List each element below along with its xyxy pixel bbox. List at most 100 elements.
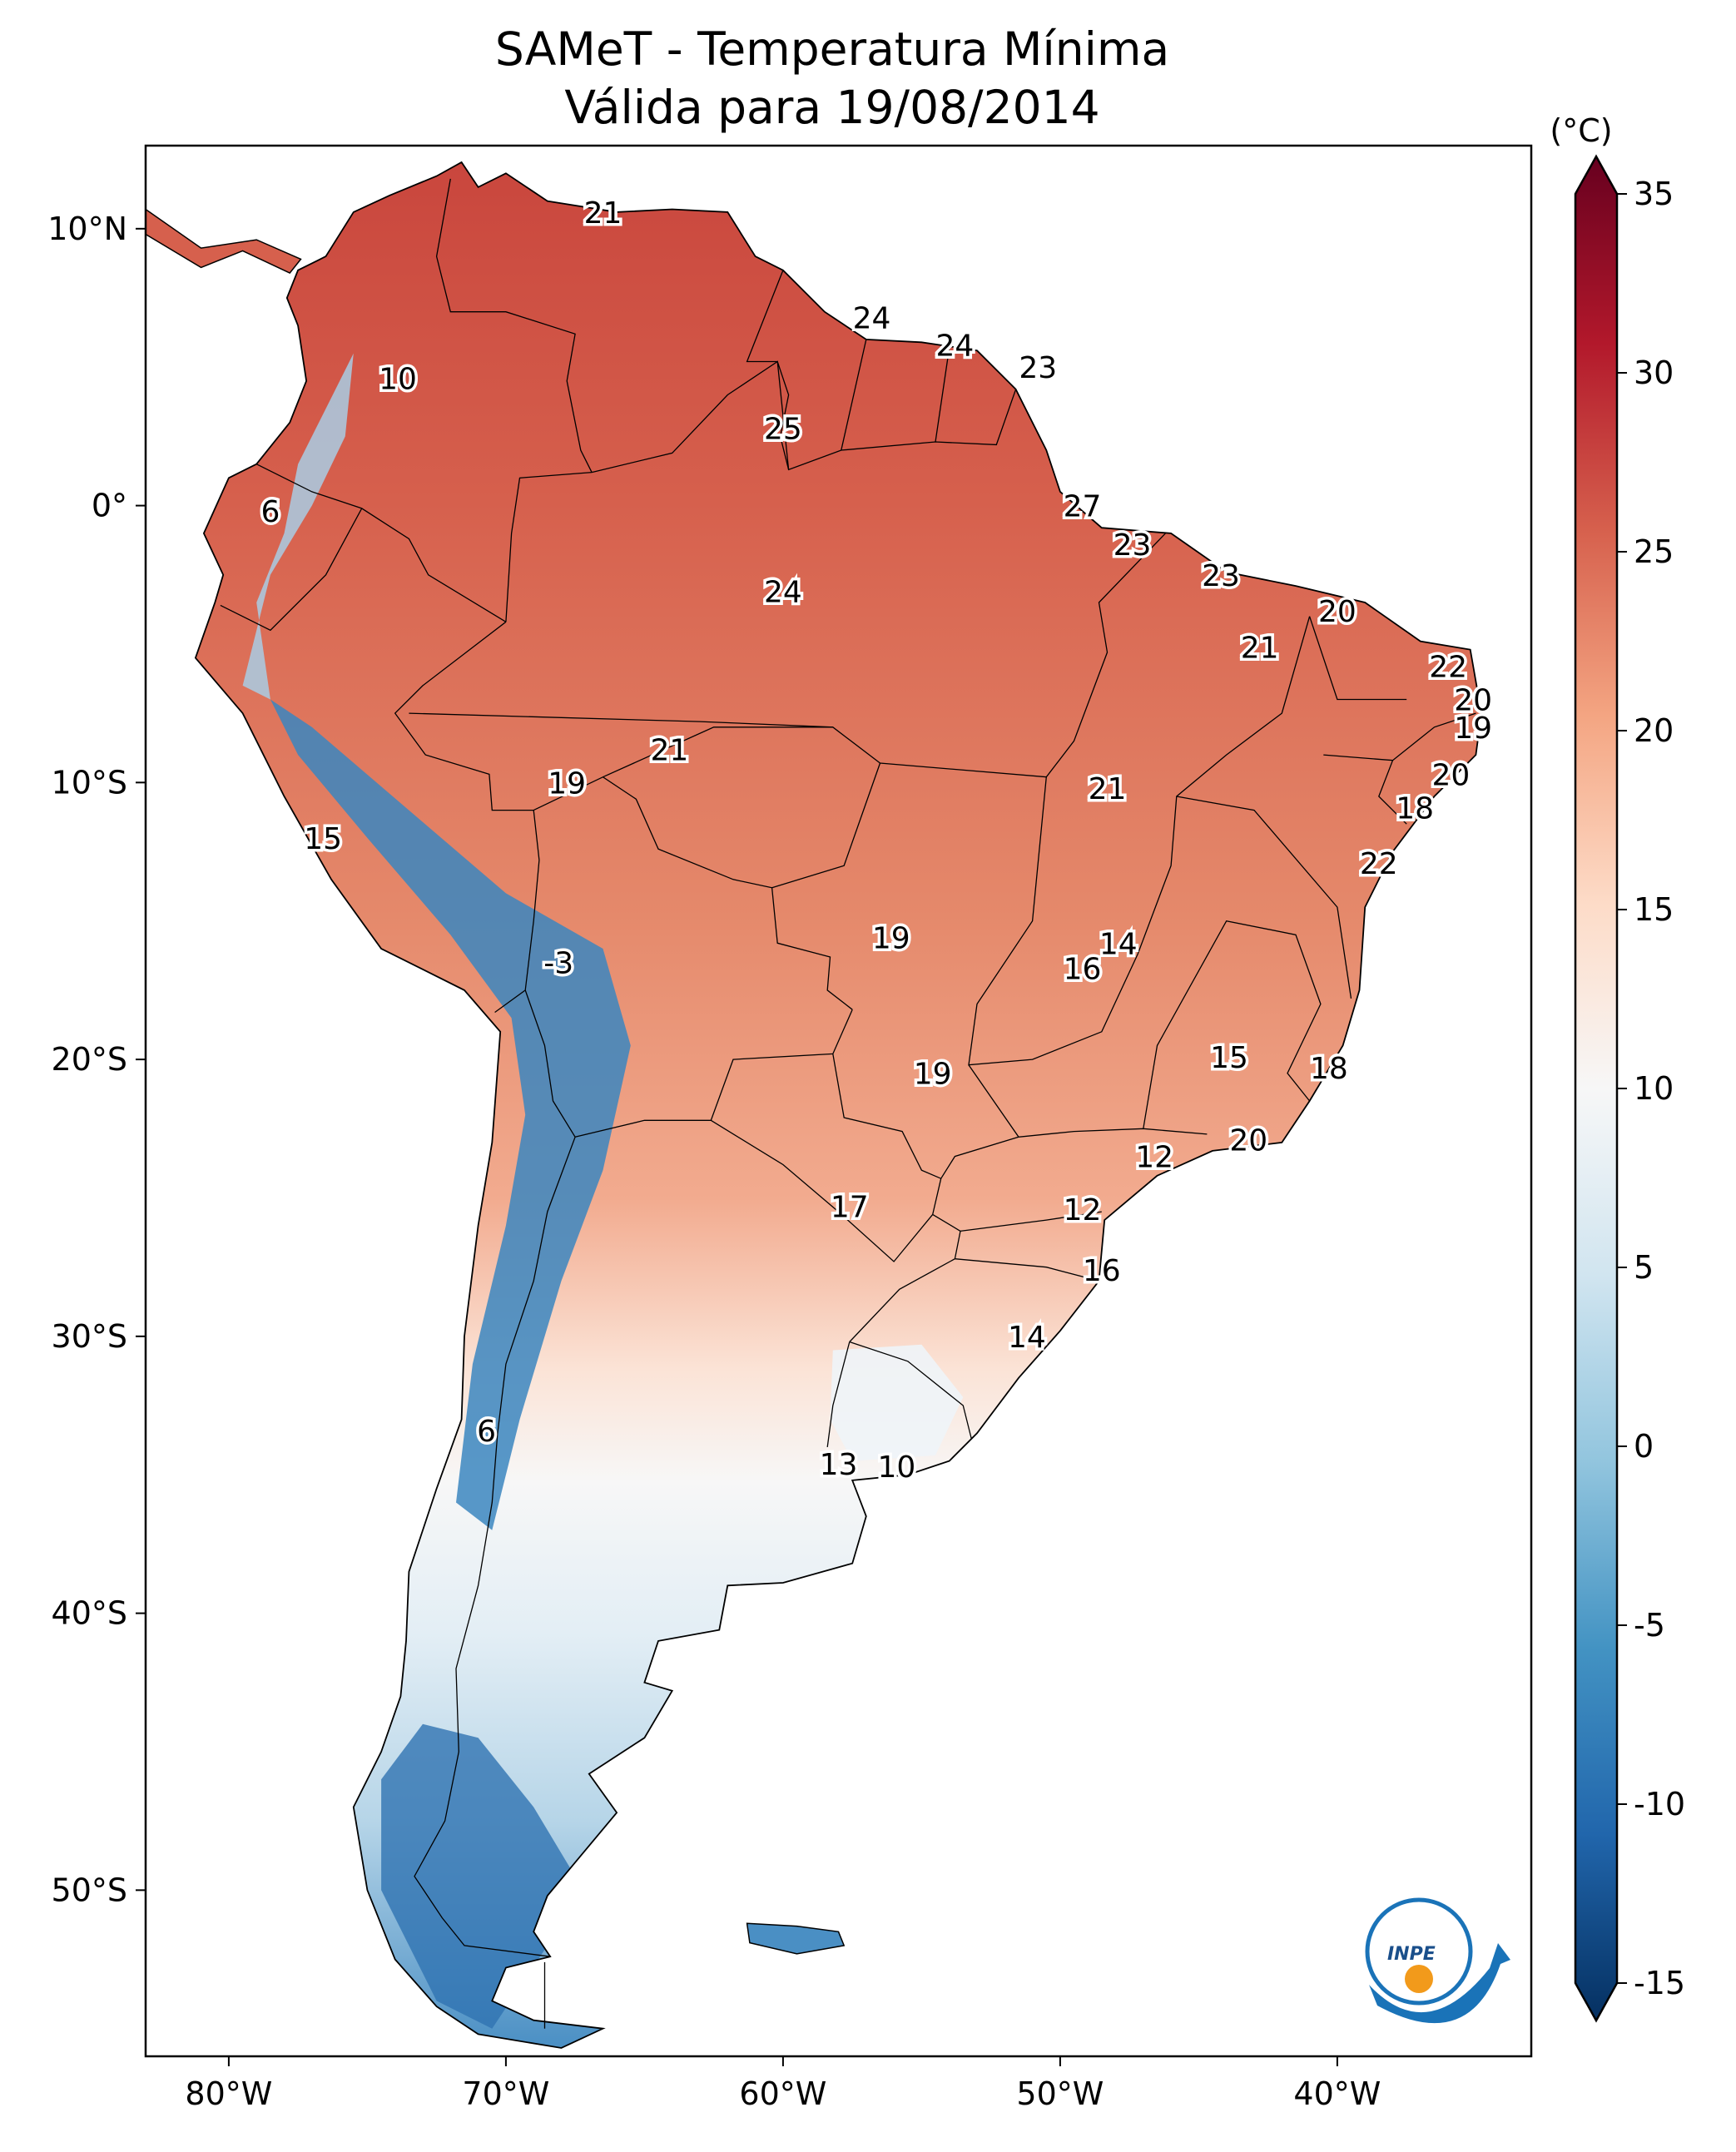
station-temperature-label: 27 — [1064, 490, 1102, 524]
border-colombia-venezuela — [435, 178, 593, 473]
border-guyana-suriname — [841, 339, 867, 451]
colorbar-tick-label: 30 — [1634, 355, 1674, 391]
station-temperature-label: 20 — [1431, 758, 1470, 792]
colorbar-tick-label: -5 — [1634, 1607, 1665, 1644]
longitude-axis: 80°W 70°W 60°W 50°W 40°W — [185, 2056, 1381, 2112]
station-temperature-label: 13 — [820, 1448, 858, 1482]
station-temperature-label: 19 — [1454, 712, 1492, 746]
falkland-islands — [746, 1922, 846, 1955]
station-temperature-label: 18 — [1396, 791, 1434, 826]
colorbar: (°C) 35 30 25 20 15 10 5 0 -5 -10 -15 — [1550, 112, 1685, 2023]
station-temperature-label: 14 — [1099, 927, 1138, 961]
lat-tick-label: 20°S — [52, 1041, 127, 1078]
colorbar-tick-label: -15 — [1634, 1965, 1685, 2001]
brazil-state-lines-g — [960, 1211, 1102, 1232]
map-area — [146, 146, 1531, 2056]
lon-tick-label: 80°W — [185, 2075, 272, 2112]
border-suriname-guiana — [935, 347, 950, 443]
station-temperature-label: -3 — [543, 947, 573, 981]
station-temperature-label: 21 — [584, 196, 622, 231]
brazil-state-lines-m — [1378, 760, 1407, 825]
brazil-state-lines-c — [771, 762, 881, 889]
country-borders — [194, 161, 1483, 2049]
station-temperature-label: 6 — [260, 495, 280, 529]
brazil-state-lines-j — [1143, 920, 1322, 1129]
station-temperature-label: 17 — [831, 1190, 869, 1224]
station-temperature-label: 21 — [650, 733, 688, 767]
colorbar-tick-label: -10 — [1634, 1786, 1685, 1822]
lat-tick-label: 30°S — [52, 1318, 127, 1355]
brazil-state-lines-l — [1308, 616, 1407, 701]
station-temperature-label: 21 — [1241, 631, 1279, 665]
logo-sun-icon — [1405, 1965, 1433, 1993]
central-america-land — [146, 208, 302, 275]
station-temperature-label: 12 — [1064, 1193, 1102, 1227]
station-temperature-label: 20 — [1229, 1124, 1267, 1158]
border-venezuela-guyana — [746, 270, 790, 470]
border-uruguay-brazil — [849, 1341, 972, 1440]
border-bolivia-paraguay — [574, 1009, 853, 1138]
station-temperature-label: 18 — [1310, 1052, 1348, 1086]
lon-tick-label: 60°W — [739, 2075, 826, 2112]
station-labels: 2110624242325272423232021222019201822211… — [258, 193, 1495, 1487]
brazil-state-lines-e — [968, 1064, 1208, 1138]
station-temperature-label: 16 — [1064, 952, 1102, 986]
brazil-state-lines-h — [955, 1258, 1099, 1282]
border-colombia-brazil-peru — [505, 471, 593, 622]
station-temperature-label: 25 — [764, 412, 802, 446]
colorbar-tick-label: 25 — [1634, 533, 1674, 570]
map-title-line1: SAMeT - Temperatura Mínima — [495, 22, 1169, 76]
lon-tick-label: 40°W — [1293, 2075, 1381, 2112]
border-peru-brazil — [394, 621, 534, 811]
station-temperature-label: 19 — [872, 922, 910, 956]
station-temperature-label: 21 — [1089, 772, 1127, 806]
station-temperature-label: 20 — [1318, 595, 1357, 629]
station-temperature-label: 19 — [914, 1058, 952, 1092]
colorbar-tick-label: 35 — [1634, 176, 1674, 212]
andes-cold-zone — [270, 699, 631, 1530]
station-temperature-label: 14 — [1008, 1321, 1046, 1355]
lat-tick-label: 40°S — [52, 1595, 127, 1632]
coastline — [194, 161, 1483, 2049]
logo-ring-icon — [1365, 1897, 1473, 2006]
map-frame — [144, 144, 1533, 2058]
station-temperature-label: 24 — [853, 301, 891, 335]
border-chile-argentina — [414, 1137, 576, 1957]
station-temperature-label: 19 — [548, 766, 586, 801]
lat-tick-label: 10°S — [52, 764, 127, 801]
colorbar-tick-label: 10 — [1634, 1070, 1674, 1107]
northern-andes-cool-zone — [242, 353, 354, 700]
colorbar-tick-label: 5 — [1634, 1249, 1654, 1286]
latitude-axis: 10°N 0° 10°S 20°S 30°S 40°S 50°S — [47, 211, 146, 1908]
lon-tick-label: 70°W — [462, 2075, 549, 2112]
station-temperature-label: 10 — [379, 363, 417, 397]
station-temperature-label: 23 — [1202, 559, 1240, 593]
uruguay-mild-zone — [830, 1344, 964, 1461]
station-temperature-label: 10 — [877, 1450, 915, 1485]
border-north-brazil — [591, 360, 1017, 474]
lat-tick-label: 50°S — [52, 1872, 127, 1908]
colorbar-tick-label: 20 — [1634, 712, 1674, 749]
station-temperature-label: 12 — [1135, 1141, 1173, 1175]
border-argentina-paraguay — [710, 1119, 934, 1262]
station-temperature-label: 24 — [935, 330, 974, 364]
station-temperature-label: 23 — [1019, 351, 1057, 385]
station-temperature-label: 6 — [477, 1415, 496, 1449]
lat-tick-label: 0° — [92, 488, 127, 524]
station-temperature-label: 24 — [764, 576, 802, 610]
colorbar-unit: (°C) — [1550, 112, 1612, 149]
border-bolivia-chile — [524, 989, 576, 1138]
lat-tick-label: 10°N — [47, 211, 127, 247]
border-uruguay-argentina — [826, 1341, 851, 1447]
colorbar-tick-label: 0 — [1634, 1428, 1654, 1465]
brazil-state-lines-k — [1323, 712, 1476, 761]
andes-cold-layer — [242, 353, 964, 2029]
lon-tick-label: 50°W — [1016, 2075, 1104, 2112]
logo-text: INPE — [1387, 1944, 1436, 1965]
border-peru-bolivia — [494, 810, 540, 1014]
border-colombia-ecuador-peru — [255, 464, 507, 622]
border-brazil-bolivia — [533, 776, 853, 1010]
colorbar-tick-label: 15 — [1634, 891, 1674, 928]
continent-temperature-fill — [195, 162, 1482, 2048]
